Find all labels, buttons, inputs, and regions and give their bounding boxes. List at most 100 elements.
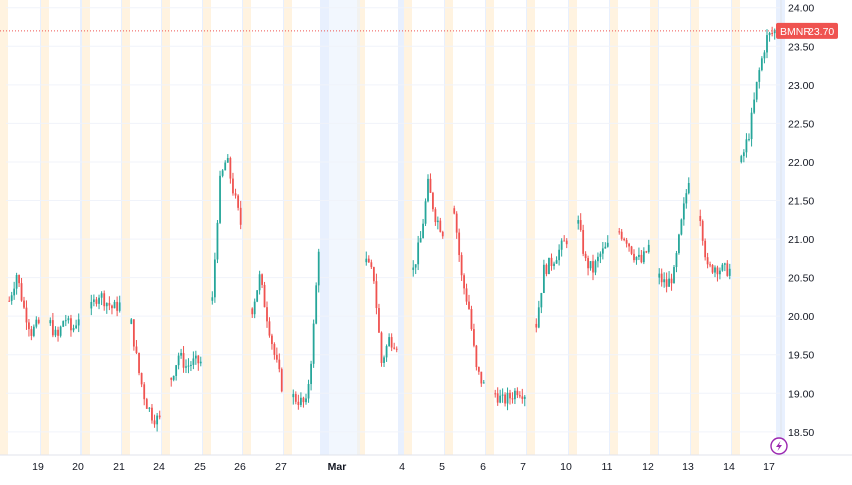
candle-body <box>645 251 648 253</box>
time-axis[interactable]: 19 20 21 24 25 26 27 Mar 4 5 6 7 10 11 12 13 14 17 <box>32 461 775 473</box>
candle-body <box>105 302 108 307</box>
candle-body <box>758 70 761 82</box>
candle-body <box>766 35 768 53</box>
premarket-band <box>41 0 49 455</box>
x-tick-label: 12 <box>642 461 654 473</box>
candle-body <box>429 178 432 193</box>
weekend-band <box>320 0 360 455</box>
candle-body <box>665 279 668 287</box>
candle-body <box>151 407 153 421</box>
candle-body <box>25 307 28 323</box>
candle-body <box>537 307 540 328</box>
premarket-band <box>610 0 618 455</box>
candle-body <box>140 373 143 385</box>
candle-body <box>393 347 396 349</box>
x-tick-label: 27 <box>275 461 287 473</box>
premarket-band <box>691 0 699 455</box>
candle-body <box>563 240 566 242</box>
candle-body <box>518 395 521 397</box>
candle-body <box>480 371 483 384</box>
candle-body <box>417 242 420 265</box>
premarket-band <box>445 0 453 455</box>
x-tick-label: 25 <box>194 461 206 473</box>
candle-body <box>15 275 18 289</box>
candle-body <box>623 238 626 241</box>
x-tick-label: 24 <box>153 461 165 473</box>
y-tick-label: 19.00 <box>788 388 814 400</box>
candle-body <box>388 337 391 347</box>
candle-body <box>594 261 597 273</box>
candle-body <box>177 355 180 366</box>
candle-body <box>723 263 726 265</box>
candle-body <box>577 220 580 224</box>
candle-body <box>72 328 75 331</box>
x-tick-label: 4 <box>399 461 405 473</box>
lightning-icon[interactable] <box>770 437 788 455</box>
candle-body <box>185 366 187 368</box>
candle-body <box>606 242 609 247</box>
candle-body <box>175 365 178 376</box>
candle-body <box>768 32 771 36</box>
candle-body <box>604 246 607 249</box>
candle-body <box>130 319 133 324</box>
candle-body <box>597 256 599 262</box>
candle-body <box>258 274 261 291</box>
candle-body <box>170 377 173 380</box>
candle-body <box>190 364 192 366</box>
y-tick-label: 19.50 <box>788 350 814 362</box>
candle-body <box>711 264 714 273</box>
candle-body <box>441 231 444 237</box>
premarket-band <box>203 0 211 455</box>
candle-body <box>763 52 766 59</box>
candle-body <box>278 359 281 370</box>
candle-body <box>719 270 721 275</box>
candle-body <box>237 195 240 208</box>
candle-body <box>312 323 315 364</box>
x-tick-label: 19 <box>32 461 44 473</box>
x-tick-label: 6 <box>480 461 486 473</box>
candle-body <box>8 300 11 302</box>
price-axis[interactable]: 18.50 19.00 19.50 20.00 20.50 21.00 21.50 22.00… <box>788 3 814 439</box>
x-tick-label: 13 <box>682 461 694 473</box>
candle-body <box>660 273 663 283</box>
x-tick-label: 10 <box>560 461 572 473</box>
candle-body <box>383 357 385 363</box>
candle-body <box>294 394 297 402</box>
x-tick-label: 20 <box>72 461 84 473</box>
y-tick-label: 22.50 <box>788 118 814 130</box>
x-tick-label: 17 <box>763 461 775 473</box>
candle-body <box>221 170 224 176</box>
candle-body <box>232 178 234 194</box>
candle-body <box>226 158 229 163</box>
candle-body <box>182 352 185 368</box>
y-tick-label: 24.00 <box>788 3 814 15</box>
candle-body <box>514 390 516 400</box>
candle-body <box>51 320 54 336</box>
y-tick-label: 23.50 <box>788 41 814 53</box>
candle-body <box>380 332 383 363</box>
x-tick-label: 26 <box>234 461 246 473</box>
candle-body <box>499 395 502 403</box>
candle-body <box>726 263 729 276</box>
candle-body <box>427 178 429 202</box>
x-tick-label: 7 <box>520 461 526 473</box>
candle-body <box>92 299 95 302</box>
candle-body <box>35 319 38 327</box>
candle-body <box>638 254 640 257</box>
candle-body <box>714 267 716 273</box>
candle-body <box>682 203 685 220</box>
candle-body <box>378 308 380 333</box>
candle-body <box>670 278 673 284</box>
candle-body <box>523 396 526 399</box>
candle-body <box>300 397 302 405</box>
candle-body <box>118 302 121 311</box>
candle-body <box>460 255 463 276</box>
last-price-badge: BMNR 23.70 <box>776 22 838 39</box>
candle-body <box>760 58 763 71</box>
candle-body <box>100 293 103 298</box>
candle-body <box>592 261 594 273</box>
candle-body <box>755 81 758 100</box>
premarket-band <box>122 0 130 455</box>
